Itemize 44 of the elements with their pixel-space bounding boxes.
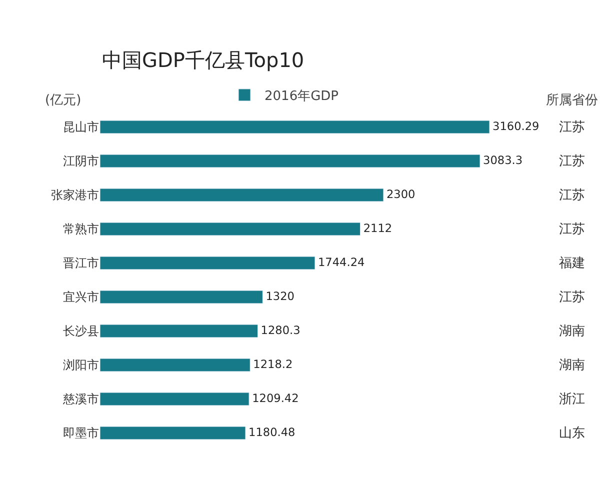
y2-tick-label: 江苏 [559,188,585,203]
bar [100,222,361,236]
bar [100,426,246,440]
y-tick-label: 晋江市 [63,256,99,270]
chart-title: 中国GDP千亿县Top10 [102,48,304,72]
text: 所属省份 [546,93,598,108]
data-label: 1180.48 [248,426,296,440]
bar [100,256,316,270]
y2-tick-label: 湖南 [559,324,585,339]
y2-tick-label: 湖南 [559,358,585,373]
y-tick-label: 常熟市 [63,222,99,236]
y2-tick-label: 江苏 [559,120,585,135]
bar [100,358,250,372]
y-tick-label: 昆山市 [63,120,99,134]
y2-tick-label: 浙江 [559,392,585,407]
y-tick-label: 慈溪市 [62,392,99,406]
data-label: 2300 [386,188,416,202]
data-label: 1744.24 [318,256,365,270]
y-tick-label: 张家港市 [51,188,99,202]
data-label: 3083.3 [483,154,523,168]
y2-tick-label: 江苏 [559,222,585,237]
bar [100,290,263,304]
data-label: 1320 [266,290,294,304]
y2-tick-label: 江苏 [559,290,585,305]
data-label: 1218.2 [253,358,293,372]
y2-tick-label: 山东 [559,426,585,441]
data-label: 2112 [363,222,392,236]
legend-label: 2016年GDP [264,89,339,104]
y-tick-label: 长沙县 [63,324,99,338]
bar [100,188,384,202]
data-label: 1280.3 [260,324,300,338]
y2-tick-label: 江苏 [559,154,585,169]
y-tick-label: 宜兴市 [63,290,99,304]
bar [100,154,480,168]
bar [100,392,250,406]
y2-tick-label: 福建 [559,256,585,271]
data-label: 3160.29 [492,120,540,134]
y-tick-label: 浏阳市 [63,358,99,372]
y-tick-label: 江阴市 [63,154,99,168]
y-axis-title: (亿元) [45,93,82,108]
y-tick-label: 即墨市 [63,426,99,440]
data-label: 1209.42 [252,392,299,406]
bar [100,120,490,134]
bar [100,324,258,338]
